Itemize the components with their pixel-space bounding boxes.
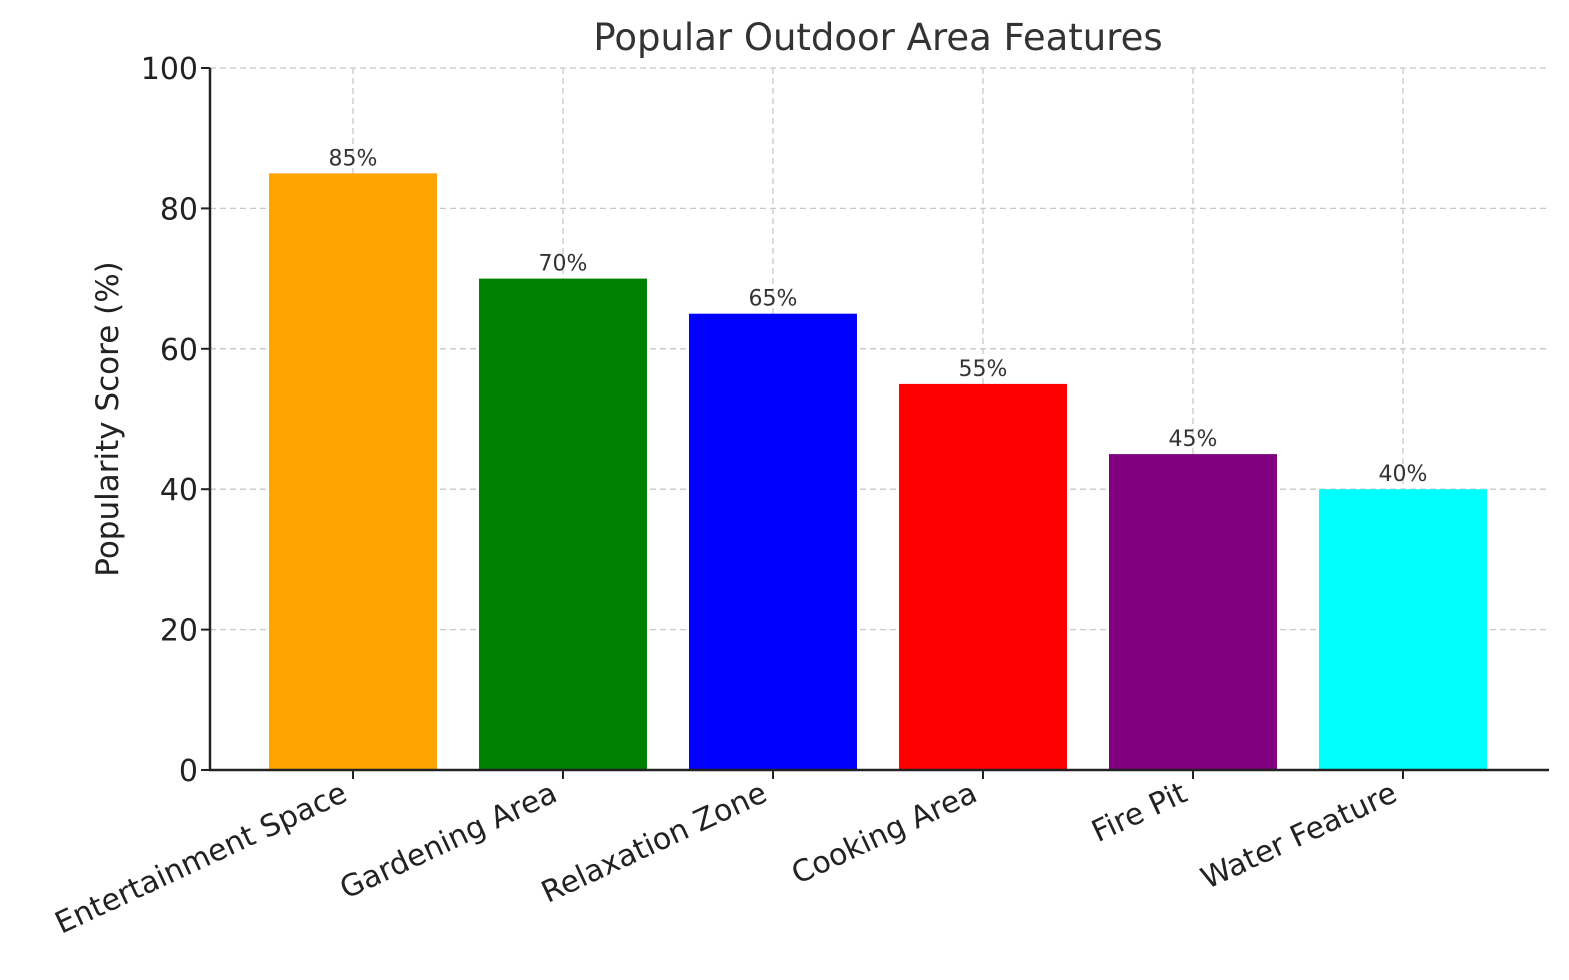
chart-title: Popular Outdoor Area Features xyxy=(593,16,1162,59)
y-tick-label: 80 xyxy=(160,192,198,227)
y-tick-label: 20 xyxy=(160,614,198,649)
bar xyxy=(269,173,437,771)
bar xyxy=(899,383,1067,770)
x-category-label: Water Feature xyxy=(1196,776,1403,897)
bar xyxy=(1109,454,1277,770)
bar xyxy=(479,278,647,770)
bar xyxy=(1319,489,1487,770)
y-tick-label: 40 xyxy=(160,473,198,508)
bar-value-label: 40% xyxy=(1379,462,1428,487)
bar-value-label: 45% xyxy=(1169,427,1218,452)
x-category-label: Relaxation Zone xyxy=(536,776,772,911)
axes-layer xyxy=(201,67,1549,779)
y-axis-label: Popularity Score (%) xyxy=(90,261,126,577)
y-tick-label: 60 xyxy=(160,333,198,368)
bars-layer xyxy=(269,173,1487,771)
bar-value-label: 65% xyxy=(749,287,798,312)
x-category-label: Entertainment Space xyxy=(50,776,352,942)
y-tick-label: 100 xyxy=(141,52,198,87)
x-category-label: Cooking Area xyxy=(786,776,982,892)
bar xyxy=(689,313,857,770)
bar-value-label: 55% xyxy=(959,357,1008,382)
x-category-label: Fire Pit xyxy=(1086,775,1192,849)
x-category-label: Gardening Area xyxy=(335,776,563,907)
bar-value-label: 70% xyxy=(539,252,588,277)
y-tick-label: 0 xyxy=(179,754,198,789)
bar-value-label: 85% xyxy=(329,146,378,171)
